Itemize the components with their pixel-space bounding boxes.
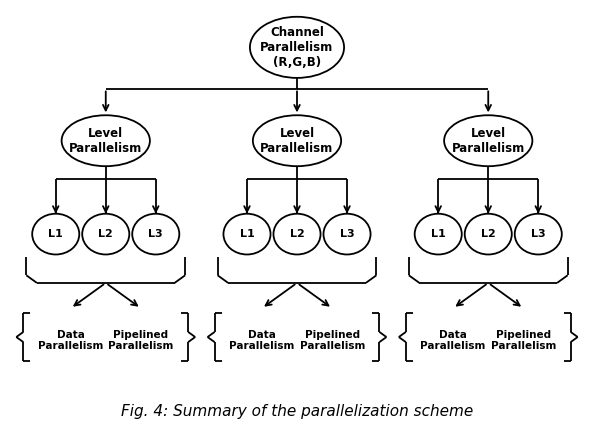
Ellipse shape <box>253 115 341 166</box>
Ellipse shape <box>62 115 150 166</box>
Ellipse shape <box>415 214 462 255</box>
Text: L3: L3 <box>340 229 355 239</box>
Ellipse shape <box>132 214 179 255</box>
Text: Pipelined
Parallelism: Pipelined Parallelism <box>299 330 365 351</box>
Text: Pipelined
Parallelism: Pipelined Parallelism <box>491 330 556 351</box>
Ellipse shape <box>515 214 562 255</box>
Text: Data
Parallelism: Data Parallelism <box>38 330 103 351</box>
Ellipse shape <box>82 214 129 255</box>
Text: L2: L2 <box>481 229 495 239</box>
Text: Data
Parallelism: Data Parallelism <box>420 330 486 351</box>
Ellipse shape <box>324 214 371 255</box>
Text: L1: L1 <box>239 229 254 239</box>
Text: Level
Parallelism: Level Parallelism <box>69 127 143 155</box>
Text: Level
Parallelism: Level Parallelism <box>260 127 334 155</box>
Ellipse shape <box>465 214 512 255</box>
Text: L3: L3 <box>531 229 545 239</box>
Text: L3: L3 <box>148 229 163 239</box>
Text: L2: L2 <box>290 229 304 239</box>
Ellipse shape <box>250 17 344 78</box>
Text: Level
Parallelism: Level Parallelism <box>451 127 525 155</box>
Text: L1: L1 <box>48 229 63 239</box>
Ellipse shape <box>444 115 532 166</box>
Text: Fig. 4: Summary of the parallelization scheme: Fig. 4: Summary of the parallelization s… <box>121 404 473 419</box>
Text: L1: L1 <box>431 229 446 239</box>
Ellipse shape <box>223 214 270 255</box>
Ellipse shape <box>32 214 79 255</box>
Text: L2: L2 <box>99 229 113 239</box>
Text: Channel
Parallelism
(R,G,B): Channel Parallelism (R,G,B) <box>260 26 334 69</box>
Text: Pipelined
Parallelism: Pipelined Parallelism <box>108 330 174 351</box>
Ellipse shape <box>273 214 321 255</box>
Text: Data
Parallelism: Data Parallelism <box>229 330 295 351</box>
